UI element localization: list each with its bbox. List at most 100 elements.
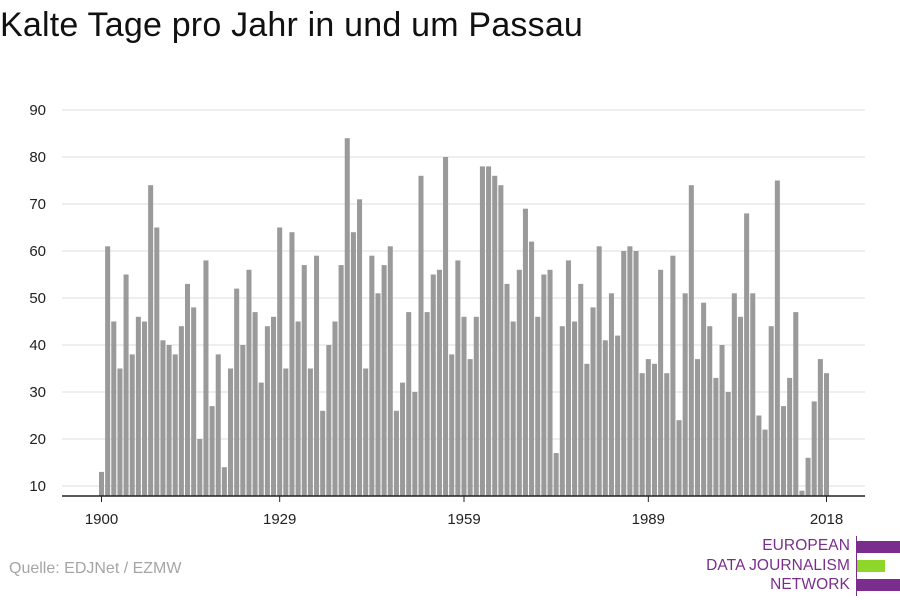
- bar: [148, 185, 154, 496]
- bar: [602, 340, 608, 496]
- bar: [430, 274, 436, 496]
- y-tick-label: 70: [29, 196, 46, 213]
- bar: [436, 269, 442, 496]
- y-tick-label: 30: [29, 384, 46, 401]
- bar: [105, 246, 111, 496]
- bar: [295, 321, 301, 496]
- bar: [670, 255, 676, 496]
- logo-line-2: DATA JOURNALISM: [706, 556, 850, 574]
- x-tick-label: 1929: [263, 511, 296, 528]
- logo-line-1: EUROPEAN: [762, 537, 850, 554]
- bar: [344, 138, 350, 496]
- bar: [639, 373, 645, 496]
- bar: [449, 354, 455, 496]
- bar: [166, 345, 172, 496]
- bar: [209, 406, 215, 496]
- bar: [369, 255, 375, 496]
- bar: [664, 373, 670, 496]
- bar: [350, 232, 356, 496]
- bar: [160, 340, 166, 496]
- bar: [817, 359, 823, 496]
- bar: [467, 359, 473, 496]
- bar: [135, 316, 141, 496]
- bar: [510, 321, 516, 496]
- bar: [590, 307, 596, 496]
- bar: [215, 354, 221, 496]
- bar: [565, 260, 571, 496]
- bar: [479, 166, 485, 496]
- y-tick-label: 60: [29, 243, 46, 260]
- bar: [178, 326, 184, 496]
- bar: [184, 283, 191, 496]
- bar: [289, 232, 295, 496]
- bar: [645, 359, 651, 496]
- bar: [141, 321, 148, 496]
- bar: [756, 415, 762, 496]
- bar: [314, 255, 320, 496]
- bar: [264, 326, 270, 496]
- y-tick-label: 40: [29, 337, 46, 354]
- x-tick-label: 1900: [85, 511, 118, 528]
- bar: [516, 269, 522, 496]
- logo-bar-top: [857, 541, 900, 553]
- bar: [412, 392, 418, 496]
- chart-title: Kalte Tage pro Jahr in und um Passau: [0, 6, 584, 44]
- logo-divider: [856, 536, 857, 596]
- bar: [559, 326, 565, 496]
- bar: [529, 241, 535, 496]
- source-note: Quelle: EDJNet / EZMW: [9, 560, 182, 577]
- bar: [387, 246, 393, 496]
- y-tick-label: 80: [29, 149, 46, 166]
- bar: [787, 377, 793, 496]
- bar: [750, 293, 756, 496]
- bar: [338, 265, 344, 496]
- bar: [228, 368, 234, 496]
- bar: [621, 251, 627, 496]
- bar: [461, 316, 467, 496]
- bar: [357, 199, 363, 497]
- bar: [651, 363, 657, 496]
- bar: [307, 368, 313, 496]
- bar: [541, 274, 547, 496]
- bar: [154, 227, 160, 496]
- bar: [252, 312, 258, 496]
- bar: [578, 283, 584, 496]
- bar: [326, 345, 332, 496]
- bar: [191, 307, 197, 496]
- x-tick-label: 1959: [447, 511, 480, 528]
- bar: [129, 354, 135, 496]
- logo-line-3: NETWORK: [770, 576, 850, 593]
- bar: [486, 166, 492, 496]
- bar: [522, 208, 528, 496]
- bar: [455, 260, 461, 496]
- bar: [701, 302, 707, 496]
- bar: [774, 180, 780, 496]
- bar: [615, 335, 621, 496]
- bar: [547, 269, 553, 496]
- bar: [658, 269, 664, 496]
- bar: [535, 316, 541, 496]
- bar: [123, 274, 129, 496]
- bar: [240, 345, 246, 496]
- bar: [719, 345, 725, 496]
- bar: [498, 185, 504, 496]
- bar: [172, 354, 178, 496]
- bar: [111, 321, 117, 496]
- bar: [737, 316, 744, 496]
- bar: [694, 359, 700, 496]
- bar: [676, 420, 682, 496]
- x-tick-label: 1989: [632, 511, 665, 528]
- logo-bar-middle: [857, 560, 885, 572]
- bar: [596, 246, 602, 496]
- logo-bar-bottom: [857, 579, 900, 591]
- bar: [627, 246, 633, 496]
- bar: [258, 382, 264, 496]
- bar: [443, 157, 449, 496]
- bar: [553, 453, 559, 496]
- y-tick-label: 50: [29, 290, 46, 307]
- bars: [98, 138, 830, 497]
- bar: [283, 368, 289, 496]
- bar: [271, 316, 277, 496]
- y-tick-label: 10: [29, 478, 46, 495]
